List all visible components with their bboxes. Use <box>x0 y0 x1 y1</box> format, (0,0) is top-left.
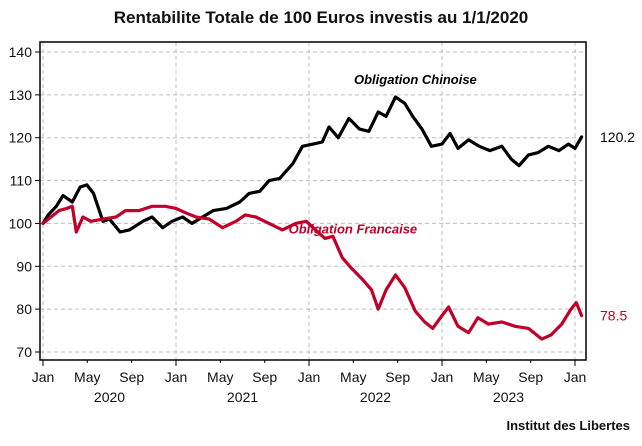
plot-frame <box>39 41 587 361</box>
series-line-obligation-francaise <box>41 204 584 341</box>
x-tick-label: Sep <box>119 369 144 385</box>
x-tick-label: May <box>74 369 100 385</box>
x-tick-label: May <box>207 369 233 385</box>
x-tick-label: May <box>473 369 499 385</box>
y-tick-label: 110 <box>10 173 33 189</box>
series-lines <box>41 95 584 341</box>
end-value-label-obligation-chinoise: 120.2 <box>600 129 635 145</box>
y-tick-label: 130 <box>9 87 33 103</box>
x-tick-label: Jan <box>165 369 188 385</box>
series-label-obligation-francaise: Obligation Francaise <box>289 221 418 236</box>
series-line-obligation-chinoise <box>41 95 584 234</box>
series-labels: Obligation Chinoise 120.2 Obligation Franc… <box>289 72 636 323</box>
end-value-label-obligation-francaise: 78.5 <box>600 308 627 324</box>
chart-title: Rentabilite Totale de 100 Euros investis… <box>114 8 528 27</box>
y-tick-label: 70 <box>16 344 32 360</box>
y-tick-label: 100 <box>9 215 33 231</box>
series-label-obligation-chinoise: Obligation Chinoise <box>354 72 477 87</box>
x-tick-label: Jan <box>298 369 321 385</box>
y-tick-label: 90 <box>16 258 32 274</box>
x-year-label: 2020 <box>94 389 125 405</box>
x-tick-label: Jan <box>564 369 587 385</box>
y-tick-label: 140 <box>9 44 33 60</box>
x-tick-label: Sep <box>518 369 543 385</box>
x-tick-label: Sep <box>385 369 410 385</box>
y-tick-label: 80 <box>16 301 32 317</box>
x-year-label: 2023 <box>493 389 524 405</box>
y-tick-label: 120 <box>9 130 33 146</box>
axes: 70 80 90 100 110 120 130 140 Jan May Sep Jan May Sep J… <box>9 44 587 405</box>
x-year-label: 2021 <box>227 389 258 405</box>
x-tick-label: Sep <box>252 369 277 385</box>
gridlines <box>40 42 586 360</box>
x-year-label: 2022 <box>360 389 391 405</box>
x-tick-label: May <box>340 369 366 385</box>
x-tick-label: Jan <box>32 369 55 385</box>
x-tick-label: Jan <box>431 369 454 385</box>
source-credit: Institut des Libertes <box>506 418 630 433</box>
